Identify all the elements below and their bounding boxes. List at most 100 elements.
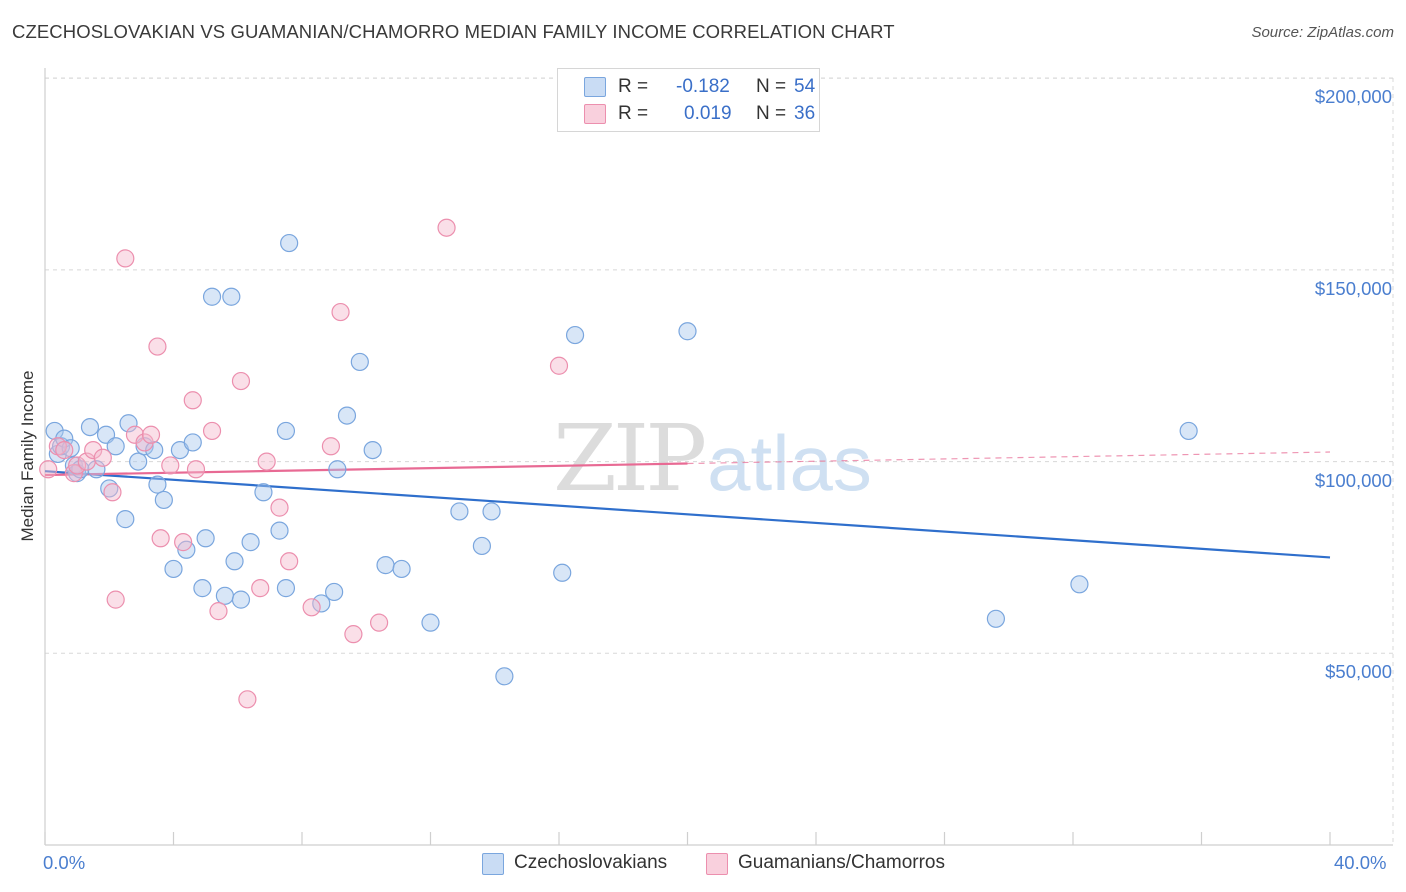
grid-layer: [45, 77, 1395, 845]
data-point-guamanians: [161, 456, 180, 475]
data-point-guamanians: [148, 337, 167, 356]
data-point-czechoslovakians: [254, 483, 273, 502]
data-point-guamanians: [302, 598, 321, 617]
y-tick-label: $150,000: [1314, 277, 1392, 299]
bottom-legend-swatch-pink: [706, 853, 728, 875]
data-point-guamanians: [202, 421, 222, 441]
trend-layer: [44, 451, 1331, 559]
data-point-czechoslovakians: [276, 579, 296, 598]
data-point-guamanians: [331, 302, 350, 322]
data-point-czechoslovakians: [196, 529, 215, 548]
data-point-guamanians: [125, 425, 145, 444]
data-point-guamanians: [238, 690, 257, 709]
data-point-guamanians: [321, 437, 341, 456]
data-point-guamanians: [344, 625, 363, 644]
axis-layer: [44, 68, 1393, 846]
data-point-czechoslovakians: [164, 559, 183, 579]
data-point-czechoslovakians: [325, 582, 344, 602]
legend-swatch-blue: [584, 77, 606, 97]
data-point-czechoslovakians: [183, 433, 202, 452]
data-point-czechoslovakians: [270, 521, 289, 540]
data-point-czechoslovakians: [376, 556, 395, 575]
data-point-guamanians: [257, 452, 276, 471]
data-point-czechoslovakians: [145, 440, 164, 460]
legend-swatch-pink: [584, 104, 606, 124]
data-point-guamanians: [84, 440, 103, 460]
bottom-legend-label: Czechoslovakians: [514, 852, 668, 873]
data-point-czechoslovakians: [231, 590, 251, 609]
data-point-czechoslovakians: [193, 579, 212, 598]
bottom-legend-label: Guamanians/Chamorros: [738, 852, 945, 873]
legend-n-value: 36: [794, 103, 816, 124]
data-point-czechoslovakians: [80, 417, 100, 437]
data-point-czechoslovakians: [1179, 421, 1198, 441]
data-point-czechoslovakians: [215, 586, 234, 605]
data-point-czechoslovakians: [350, 352, 369, 372]
data-point-guamanians: [106, 590, 125, 609]
legend-r-label: R =: [618, 76, 649, 97]
data-point-czechoslovakians: [421, 613, 440, 632]
data-point-czechoslovakians: [678, 322, 697, 341]
data-point-czechoslovakians: [1070, 575, 1089, 594]
data-point-czechoslovakians: [225, 552, 244, 571]
x-tick-label-max: 40.0%: [1334, 852, 1387, 873]
legend-r-label: R =: [618, 103, 649, 124]
data-point-guamanians: [231, 371, 251, 391]
data-point-guamanians: [174, 533, 193, 552]
data-point-guamanians: [116, 249, 135, 268]
data-point-guamanians: [270, 498, 289, 517]
legend-r-value: 0.019: [684, 103, 732, 124]
x-tick-label-min: 0.0%: [43, 852, 86, 873]
data-point-czechoslovakians: [276, 421, 296, 441]
trend-line-czechoslovakians: [44, 470, 1331, 559]
legend-n-label: N =: [756, 103, 787, 124]
data-point-guamanians: [93, 448, 112, 467]
data-point-czechoslovakians: [392, 559, 411, 579]
data-point-guamanians: [209, 602, 228, 621]
data-point-guamanians: [251, 579, 270, 598]
data-point-czechoslovakians: [565, 325, 585, 345]
data-point-guamanians: [437, 218, 456, 237]
data-point-czechoslovakians: [553, 563, 572, 582]
data-point-guamanians: [55, 440, 74, 460]
data-point-guamanians: [280, 552, 299, 571]
trend-line-guamanians: [44, 462, 688, 477]
y-tick-label: $100,000: [1314, 469, 1392, 491]
points-layer: [39, 218, 1198, 709]
data-point-czechoslovakians: [148, 475, 167, 494]
data-point-czechoslovakians: [472, 536, 491, 556]
data-point-guamanians: [370, 613, 389, 632]
data-point-czechoslovakians: [450, 502, 469, 521]
bottom-legend-swatch-blue: [482, 853, 504, 875]
legend-r-value: -0.182: [676, 76, 730, 97]
data-point-czechoslovakians: [106, 437, 125, 456]
data-point-czechoslovakians: [87, 460, 106, 479]
data-point-czechoslovakians: [363, 440, 382, 460]
y-tick-label: $50,000: [1325, 661, 1392, 683]
data-point-guamanians: [183, 391, 202, 410]
data-point-czechoslovakians: [202, 287, 222, 306]
data-point-guamanians: [68, 456, 87, 475]
data-point-guamanians: [549, 356, 569, 375]
data-point-guamanians: [103, 483, 122, 502]
data-point-czechoslovakians: [986, 609, 1006, 628]
data-point-guamanians: [186, 460, 206, 479]
data-point-czechoslovakians: [328, 460, 347, 479]
data-point-czechoslovakians: [119, 414, 138, 433]
data-point-czechoslovakians: [154, 490, 173, 510]
legend: R = -0.182 N = 54 R = 0.019 N = 36: [557, 68, 820, 132]
data-point-czechoslovakians: [241, 533, 260, 552]
chart-title: CZECHOSLOVAKIAN VS GUAMANIAN/CHAMORRO ME…: [12, 21, 895, 42]
source-label: Source: ZipAtlas.com: [1251, 24, 1394, 41]
data-point-czechoslovakians: [337, 406, 357, 425]
legend-n-value: 54: [794, 76, 816, 97]
legend-n-label: N =: [756, 76, 787, 97]
data-point-czechoslovakians: [495, 667, 514, 686]
data-point-czechoslovakians: [482, 502, 501, 521]
data-point-czechoslovakians: [280, 233, 299, 253]
y-tick-label: $200,000: [1314, 86, 1392, 108]
data-point-czechoslovakians: [116, 510, 135, 529]
trend-line-extension-guamanians: [687, 451, 1331, 465]
data-point-czechoslovakians: [222, 287, 241, 306]
data-point-guamanians: [141, 425, 161, 444]
